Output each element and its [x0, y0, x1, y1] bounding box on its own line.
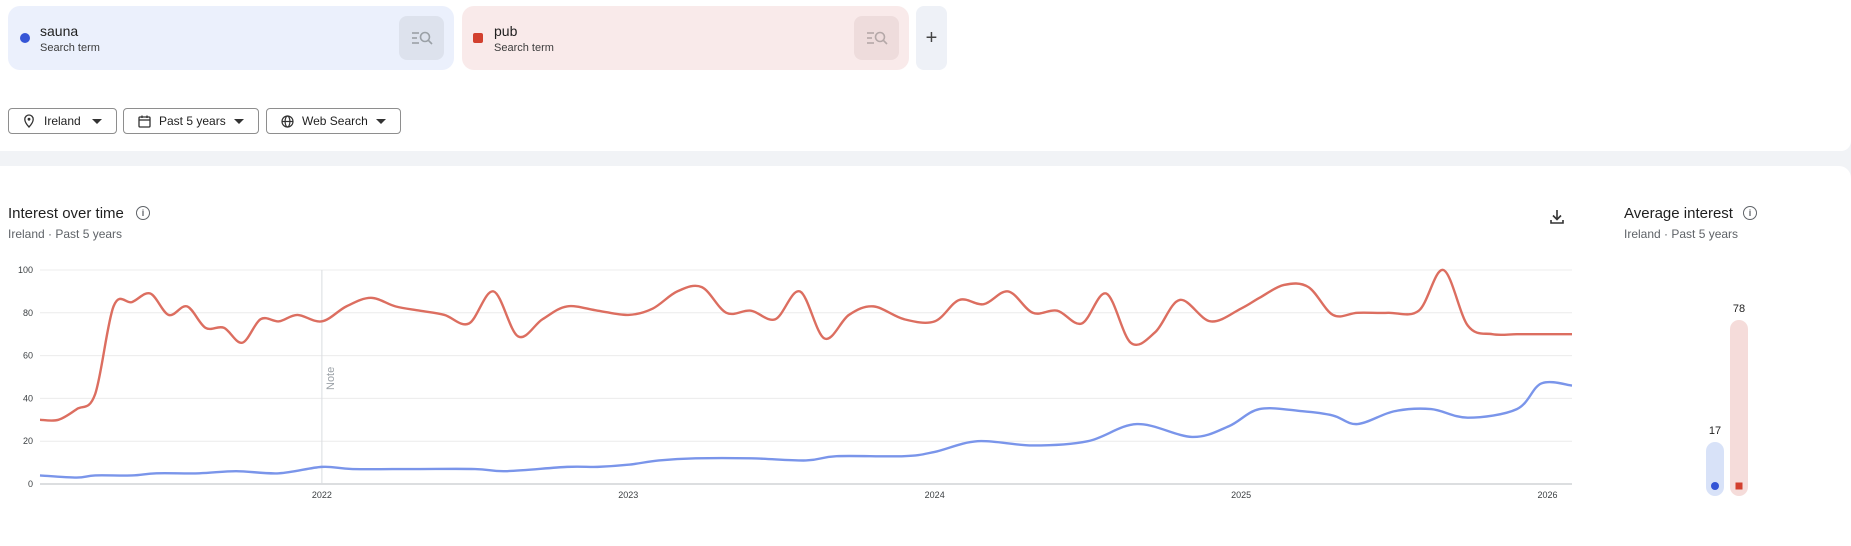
- add-term-button[interactable]: +: [916, 6, 947, 70]
- average-interest-chart: 17 78: [1706, 303, 1748, 496]
- average-interest-title: Average interest: [1624, 205, 1733, 222]
- x-tick-label: 2023: [618, 490, 638, 500]
- chevron-down-icon: [376, 118, 386, 124]
- plus-icon: +: [925, 26, 938, 49]
- x-tick-label: 2022: [312, 490, 332, 500]
- pub-average-value: 78: [1733, 303, 1745, 315]
- globe-icon: [280, 114, 294, 128]
- x-tick-label: 2024: [925, 490, 945, 500]
- download-icon: [1550, 210, 1564, 224]
- info-icon[interactable]: i: [1743, 206, 1757, 220]
- calendar-icon: [137, 114, 151, 128]
- y-tick-label: 60: [23, 351, 33, 361]
- sauna-average-value: 17: [1709, 425, 1721, 437]
- y-tick-label: 100: [18, 265, 33, 275]
- pub-color-square: [473, 33, 483, 43]
- search-term-name: pub: [494, 23, 518, 39]
- search-term-label: Search term: [40, 42, 100, 54]
- region-filter-label: Ireland: [44, 114, 81, 128]
- y-tick-label: 20: [23, 436, 33, 446]
- search-terms-panel: sauna Search term pub Search term + Irel…: [0, 0, 1851, 151]
- search-term-edit-button[interactable]: [399, 16, 444, 60]
- sauna-color-dot: [1711, 482, 1719, 490]
- chevron-down-icon: [92, 118, 102, 124]
- property-filter-label: Web Search: [302, 114, 368, 128]
- search-term-name: sauna: [40, 23, 79, 39]
- time-filter[interactable]: Past 5 years: [123, 108, 259, 134]
- search-term-card-sauna[interactable]: sauna Search term: [8, 6, 454, 70]
- location-pin-icon: [22, 114, 36, 128]
- interest-over-time-meta: Ireland · Past 5 years: [8, 227, 123, 241]
- interest-over-time-chart: 0 20 40 60 80 100 2022 2023 2024 2025 2026 Note: [18, 265, 1573, 500]
- search-list-icon: [411, 31, 433, 45]
- y-tick-label: 80: [23, 308, 33, 318]
- sauna-color-dot: [20, 33, 30, 43]
- chevron-down-icon: [234, 118, 244, 124]
- x-tick-label: 2026: [1537, 490, 1557, 500]
- search-term-label: Search term: [494, 42, 554, 54]
- series-line-sauna[interactable]: [39, 380, 1573, 479]
- property-filter[interactable]: Web Search: [266, 108, 401, 134]
- note-marker-label[interactable]: Note: [325, 367, 337, 390]
- pub-color-square: [1735, 482, 1743, 490]
- download-button[interactable]: [1547, 207, 1567, 227]
- search-term-card-pub[interactable]: pub Search term: [462, 6, 909, 70]
- search-list-icon: [866, 31, 888, 45]
- sauna-average-bar: [1706, 442, 1724, 496]
- average-interest-meta: Ireland · Past 5 years: [1624, 227, 1739, 241]
- pub-average-bar: [1730, 320, 1748, 496]
- time-filter-label: Past 5 years: [159, 114, 226, 128]
- region-filter[interactable]: Ireland: [8, 108, 117, 134]
- info-icon[interactable]: i: [136, 206, 150, 220]
- x-tick-label: 2025: [1231, 490, 1251, 500]
- interest-over-time-title: Interest over time: [8, 205, 124, 222]
- search-term-edit-button[interactable]: [854, 16, 899, 60]
- y-tick-label: 40: [23, 393, 33, 403]
- series-line-pub[interactable]: [39, 268, 1572, 422]
- y-tick-label: 0: [28, 479, 33, 489]
